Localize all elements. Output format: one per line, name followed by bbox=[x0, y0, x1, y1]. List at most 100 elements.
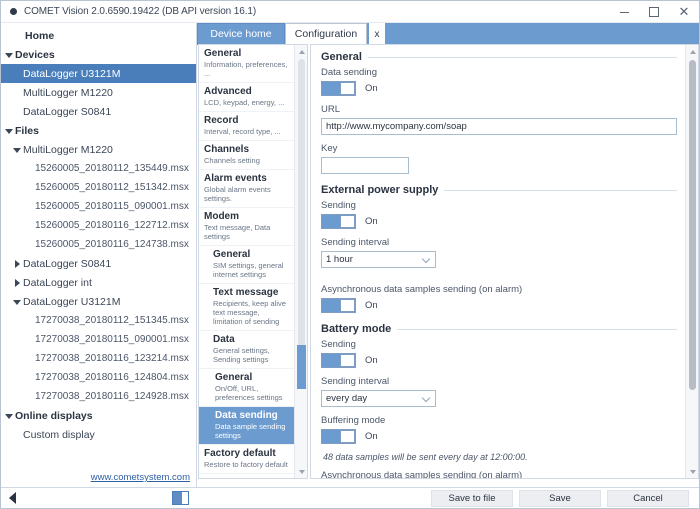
nav-item-factory-default[interactable]: Factory default Restore to factory defaul… bbox=[199, 445, 295, 474]
save-to-file-button[interactable]: Save to file bbox=[431, 490, 513, 507]
nav-item-advanced[interactable]: Advanced LCD, keypad, energy, ... bbox=[199, 83, 295, 112]
sidebar-file-item[interactable]: 17270038_20180115_090001.msx bbox=[1, 330, 196, 349]
data-sending-label: Data sending bbox=[321, 67, 377, 78]
nav-item-general[interactable]: General Information, preferences, ... bbox=[199, 45, 295, 83]
sidebar-file-item[interactable]: 15260005_20180116_122712.msx bbox=[1, 216, 196, 235]
nav-item-general[interactable]: General SIM settings, general internet se… bbox=[199, 246, 295, 284]
chevron-down-icon bbox=[422, 394, 431, 403]
sidebar-item-label: MultiLogger M1220 bbox=[23, 86, 113, 99]
tab-close-icon[interactable]: x bbox=[369, 23, 385, 45]
nav-item-record[interactable]: Record Interval, record type, ... bbox=[199, 112, 295, 141]
nav-item-title: Data sending bbox=[215, 410, 278, 421]
nav-item-title: General bbox=[213, 249, 251, 260]
nav-scroll-up-icon[interactable] bbox=[295, 45, 307, 58]
nav-item-subtitle: General settings, Sending settings bbox=[213, 346, 270, 364]
sidebar-item-datalogger-u3121m[interactable]: DataLogger U3121M bbox=[1, 292, 196, 311]
chevron-down-icon[interactable] bbox=[3, 128, 15, 133]
ext-interval-label: Sending interval bbox=[321, 237, 390, 248]
nav-item-channels[interactable]: Channels Channels setting bbox=[199, 141, 295, 170]
nav-item-general[interactable]: General On/Off, URL, preferences settings bbox=[199, 369, 295, 407]
chevron-down-icon[interactable] bbox=[3, 413, 15, 418]
bat-sending-toggle[interactable] bbox=[321, 353, 356, 368]
chevron-down-icon[interactable] bbox=[11, 299, 23, 304]
ext-async-toggle-row: On bbox=[321, 298, 677, 313]
sidebar-item-files[interactable]: Files bbox=[1, 121, 196, 140]
horizontal-scroll-thumb[interactable] bbox=[172, 491, 189, 505]
sidebar-file-item[interactable]: 17270038_20180112_151345.msx bbox=[1, 311, 196, 330]
nav-item-title: Text message bbox=[213, 287, 279, 298]
sidebar-item-label: 17270038_20180115_090001.msx bbox=[35, 334, 189, 345]
sidebar-file-item[interactable]: 15260005_20180112_135449.msx bbox=[1, 159, 196, 178]
content-scroll-up-icon[interactable] bbox=[686, 45, 698, 58]
nav-scroll-thumb[interactable] bbox=[298, 59, 305, 389]
nav-item-alarm-events[interactable]: Alarm events Global alarm events settings… bbox=[199, 170, 295, 208]
sidebar-item-online-displays[interactable]: Online displays bbox=[1, 406, 196, 425]
sidebar-file-item[interactable]: 17270038_20180116_124928.msx bbox=[1, 387, 196, 406]
sidebar-item-home[interactable]: Home bbox=[1, 26, 196, 45]
chevron-down-icon[interactable] bbox=[3, 52, 15, 57]
bat-buffering-toggle[interactable] bbox=[321, 429, 356, 444]
ext-interval-select[interactable]: 1 hour bbox=[321, 251, 436, 268]
group-battery-title: Battery mode bbox=[321, 323, 392, 335]
sidebar-item-custom-display[interactable]: Custom display bbox=[1, 425, 196, 444]
ext-sending-toggle[interactable] bbox=[321, 214, 356, 229]
tab-device-home[interactable]: Device home bbox=[197, 23, 285, 45]
content-scroll-down-icon[interactable] bbox=[686, 465, 698, 478]
sidebar-item-devices[interactable]: Devices bbox=[1, 45, 196, 64]
collapse-sidebar-icon[interactable] bbox=[9, 492, 16, 504]
nav-item-data-sending[interactable]: Data sending Data sample sending settings bbox=[199, 407, 295, 445]
divider bbox=[367, 56, 677, 58]
bat-buffering-label: Buffering mode bbox=[321, 415, 386, 426]
chevron-right-icon[interactable] bbox=[11, 260, 23, 268]
sidebar: Home Devices DataLogger U3121M MultiLogger … bbox=[1, 23, 197, 487]
sidebar-item-datalogger-int[interactable]: DataLogger int bbox=[1, 273, 196, 292]
content-scroll-thumb[interactable] bbox=[689, 60, 696, 390]
tab-configuration[interactable]: Configuration bbox=[285, 23, 367, 45]
sidebar-file-item[interactable]: 17270038_20180116_124804.msx bbox=[1, 368, 196, 387]
minimize-icon[interactable] bbox=[609, 1, 639, 23]
bat-interval-select[interactable]: every day bbox=[321, 390, 436, 407]
sidebar-item-label: 17270038_20180112_151345.msx bbox=[35, 315, 189, 326]
website-link[interactable]: www.cometsystem.com bbox=[90, 472, 190, 483]
nav-item-modem[interactable]: Modem Text message, Data settings bbox=[199, 208, 295, 246]
url-label: URL bbox=[321, 104, 341, 115]
window-controls: ✕ bbox=[609, 1, 699, 23]
nav-scrollbar[interactable] bbox=[294, 45, 307, 478]
nav-item-title: General bbox=[204, 48, 242, 59]
chevron-down-icon[interactable] bbox=[11, 147, 23, 152]
app-logo-icon bbox=[10, 8, 17, 15]
sidebar-item-datalogger-s0841[interactable]: DataLogger S0841 bbox=[1, 102, 196, 121]
battery-info-note: 48 data samples will be sent every day a… bbox=[323, 452, 528, 462]
url-input[interactable]: http://www.mycompany.com/soap bbox=[321, 118, 677, 135]
sidebar-item-label: DataLogger S0841 bbox=[23, 257, 112, 270]
nav-item-text-message[interactable]: Text message Recipients, keep alive text … bbox=[199, 284, 295, 331]
ext-async-toggle[interactable] bbox=[321, 298, 356, 313]
maximize-icon[interactable] bbox=[639, 1, 669, 23]
close-icon[interactable]: ✕ bbox=[678, 4, 690, 20]
sidebar-item-datalogger-s0841[interactable]: DataLogger S0841 bbox=[1, 254, 196, 273]
save-button[interactable]: Save bbox=[519, 490, 601, 507]
sidebar-file-item[interactable]: 15260005_20180112_151342.msx bbox=[1, 178, 196, 197]
sidebar-item-multilogger-m1220[interactable]: MultiLogger M1220 bbox=[1, 140, 196, 159]
sidebar-tree: Home Devices DataLogger U3121M MultiLogger … bbox=[1, 23, 196, 444]
key-input[interactable] bbox=[321, 157, 409, 174]
group-external-power-title: External power supply bbox=[321, 184, 439, 196]
nav-item-subtitle: Interval, record type, ... bbox=[204, 127, 281, 136]
sidebar-file-item[interactable]: 15260005_20180115_090001.msx bbox=[1, 197, 196, 216]
sidebar-item-datalogger-u3121m[interactable]: DataLogger U3121M bbox=[1, 64, 196, 83]
nav-item-data[interactable]: Data General settings, Sending settings bbox=[199, 331, 295, 369]
settings-form: General Data sending On URL http://www.m… bbox=[311, 45, 687, 478]
data-sending-state: On bbox=[365, 83, 378, 94]
cancel-button[interactable]: Cancel bbox=[607, 490, 689, 507]
group-general-title: General bbox=[321, 51, 362, 63]
nav-item-subtitle: Data sample sending settings bbox=[215, 422, 286, 440]
content-scrollbar[interactable] bbox=[685, 45, 698, 478]
sidebar-item-multilogger-m1220[interactable]: MultiLogger M1220 bbox=[1, 83, 196, 102]
sidebar-file-item[interactable]: 17270038_20180116_123214.msx bbox=[1, 349, 196, 368]
data-sending-toggle[interactable] bbox=[321, 81, 356, 96]
nav-scroll-down-icon[interactable] bbox=[295, 465, 307, 478]
chevron-down-icon bbox=[422, 255, 431, 264]
sidebar-file-item[interactable]: 15260005_20180116_124738.msx bbox=[1, 235, 196, 254]
chevron-right-icon[interactable] bbox=[11, 279, 23, 287]
sidebar-item-label: Custom display bbox=[23, 428, 95, 441]
